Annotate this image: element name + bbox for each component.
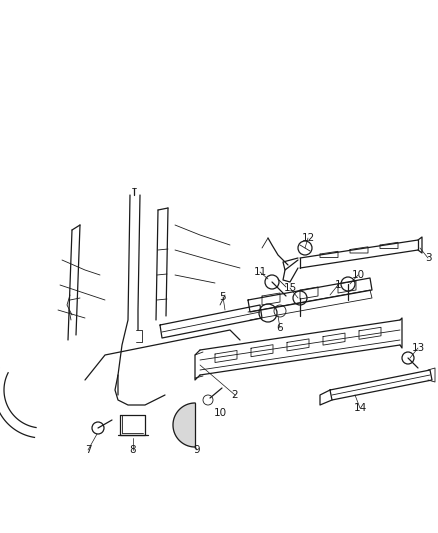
Text: 11: 11 xyxy=(253,267,267,277)
Text: 2: 2 xyxy=(232,390,238,400)
Text: 1: 1 xyxy=(335,280,341,290)
Text: 10: 10 xyxy=(351,270,364,280)
Text: 13: 13 xyxy=(411,343,424,353)
Text: 5: 5 xyxy=(220,292,226,302)
Text: 8: 8 xyxy=(130,445,136,455)
Text: 15: 15 xyxy=(283,283,297,293)
Text: 6: 6 xyxy=(277,323,283,333)
Text: 3: 3 xyxy=(425,253,431,263)
Polygon shape xyxy=(173,403,195,447)
Text: 7: 7 xyxy=(85,445,91,455)
Text: 14: 14 xyxy=(353,403,367,413)
Text: 9: 9 xyxy=(194,445,200,455)
Text: 10: 10 xyxy=(213,408,226,418)
Text: 12: 12 xyxy=(301,233,314,243)
